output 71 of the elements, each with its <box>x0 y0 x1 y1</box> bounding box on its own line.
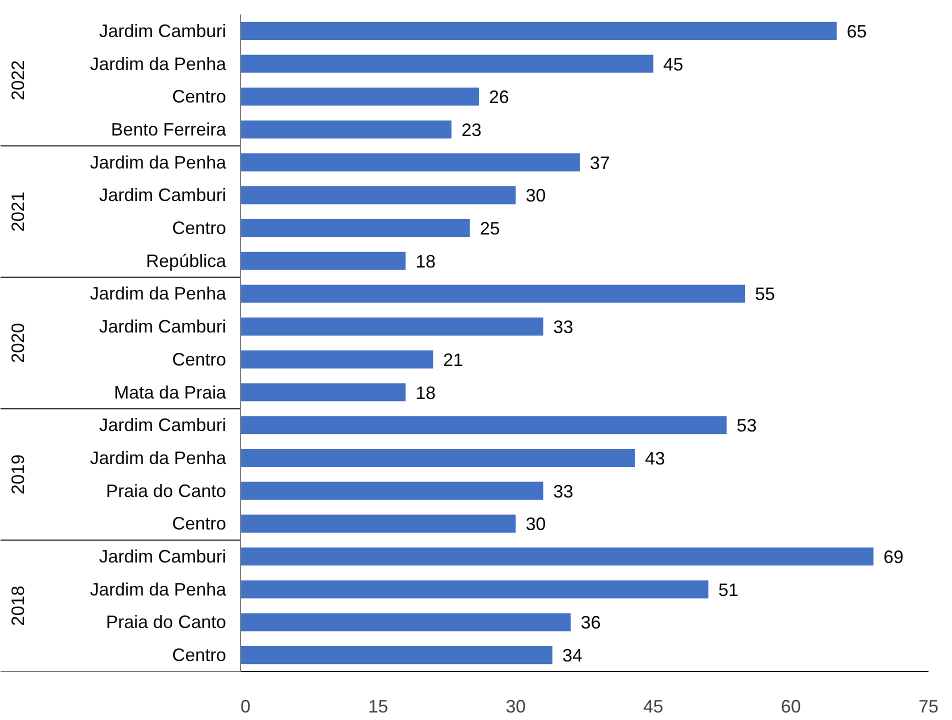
data-label: 53 <box>736 416 757 436</box>
y-tick-label: Jardim Camburi <box>99 546 226 567</box>
data-label: 43 <box>644 448 665 468</box>
data-label: 45 <box>663 54 684 74</box>
y-tick-label: Praia do Canto <box>106 480 226 501</box>
y-tick-label: Jardim da Penha <box>90 579 228 600</box>
y-tick-label: Jardim da Penha <box>90 448 228 468</box>
text: 2022 <box>8 60 28 100</box>
y-tick-label: Centro <box>172 514 226 534</box>
bar <box>240 416 727 434</box>
bar <box>240 22 837 40</box>
x-tick-label: 45 <box>643 696 664 716</box>
y-tick-label: Centro <box>172 86 226 107</box>
bar <box>240 646 552 664</box>
bar <box>240 186 516 204</box>
x-tick-label: 60 <box>780 696 801 716</box>
text: 2018 <box>8 586 28 626</box>
bar <box>240 252 406 270</box>
y-tick-label: Jardim da Penha <box>90 54 228 74</box>
bar <box>240 153 580 172</box>
data-label: 25 <box>480 218 500 239</box>
x-tick-label: 75 <box>918 696 939 716</box>
x-tick-label: 15 <box>368 696 388 716</box>
data-label: 30 <box>526 186 546 206</box>
bar <box>240 284 746 303</box>
y-tick-label: Jardim Camburi <box>99 415 226 436</box>
data-label: 30 <box>526 514 546 534</box>
y-tick-label: Jardim Camburi <box>99 316 226 337</box>
bar <box>240 580 708 598</box>
y-tick-label: Jardim da Penha <box>90 152 228 172</box>
bar <box>240 482 544 500</box>
data-label: 26 <box>489 87 510 108</box>
bar <box>240 448 635 468</box>
text: 2019 <box>8 454 28 494</box>
y-tick-label: Centro <box>172 218 226 238</box>
bar <box>240 350 434 368</box>
data-label: 37 <box>590 152 610 173</box>
y-tick-label: Jardim Camburi <box>99 20 226 41</box>
data-label: 21 <box>443 350 464 370</box>
bar <box>240 514 516 533</box>
text: 2020 <box>8 322 28 364</box>
bar <box>240 120 452 139</box>
y-tick-label: Centro <box>172 349 226 370</box>
x-tick-label: 30 <box>506 696 526 716</box>
data-label: 65 <box>846 21 867 42</box>
data-label: 36 <box>580 612 601 633</box>
bar <box>240 613 571 632</box>
bar <box>240 54 654 73</box>
bar <box>240 383 406 402</box>
data-label: 18 <box>416 251 436 272</box>
y-tick-label: Jardim Camburi <box>99 185 226 206</box>
bar <box>240 88 480 106</box>
bar <box>240 218 470 238</box>
y-tick-label: Bento Ferreira <box>111 119 228 140</box>
data-label: 69 <box>883 547 904 568</box>
bar <box>240 318 544 336</box>
bar <box>240 547 874 566</box>
y-tick-label: Mata da Praia <box>114 382 228 402</box>
data-label: 34 <box>562 646 582 666</box>
data-label: 55 <box>755 284 776 304</box>
y-tick-label: Jardim da Penha <box>90 284 228 304</box>
y-tick-label: Centro <box>172 645 226 666</box>
x-tick-label: 0 <box>240 696 251 716</box>
y-tick-label: República <box>146 250 228 271</box>
data-label: 33 <box>553 317 574 338</box>
y-tick-label: Praia do Canto <box>106 612 226 632</box>
text: 2021 <box>8 192 28 232</box>
data-label: 33 <box>553 481 574 502</box>
data-label: 18 <box>416 382 436 403</box>
data-label: 23 <box>461 120 482 140</box>
data-label: 51 <box>718 580 738 600</box>
